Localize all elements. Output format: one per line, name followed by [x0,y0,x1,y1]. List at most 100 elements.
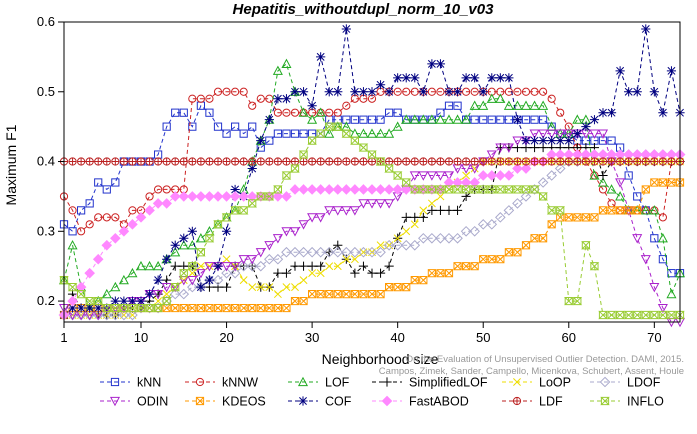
point-inflo-18 [204,234,215,243]
point-kdeos-23 [248,303,257,313]
point-fastabod-32 [323,184,335,195]
point-lof-37 [366,128,378,138]
point-inflo-53 [504,185,514,194]
point-odin-59 [555,129,566,139]
point-lof-47 [452,114,463,124]
point-inflo-31 [315,129,326,138]
point-cof-2 [67,303,78,313]
point-fastabod-46 [443,177,455,188]
point-fastabod-55 [520,163,532,174]
point-inflo-30 [307,136,317,145]
point-kdeos-25 [265,303,274,313]
point-loop-22 [239,276,248,285]
point-inflo-22 [238,206,249,215]
point-ldf-18 [205,157,214,166]
point-knn-22 [239,129,248,138]
point-ldf-16 [188,157,197,166]
point-knn-39 [385,108,394,117]
point-knn-47 [453,101,462,110]
point-cof-23 [247,163,257,174]
point-ldof-41 [400,239,412,251]
point-kdeos-45 [436,269,445,278]
point-fastabod-47 [452,177,463,188]
point-fastabod-6 [101,239,113,251]
point-knnw-6 [102,213,111,222]
point-simplifiedlof-26 [273,268,283,278]
point-ldf-27 [282,157,291,166]
point-simplifiedlof-20 [221,282,232,292]
point-cof-25 [264,115,274,125]
point-knnw-27 [282,108,291,117]
point-inflo-3 [76,289,86,299]
point-knn-25 [265,136,274,145]
point-lof-11 [144,260,155,271]
point-odin-29 [298,220,309,230]
point-inflo-70 [649,310,660,320]
point-inflo-73 [675,310,685,320]
point-kdeos-49 [470,262,479,271]
point-ldof-27 [281,246,292,258]
point-ldof-25 [264,253,275,265]
point-knn-35 [350,115,359,124]
point-inflo-48 [461,185,471,194]
point-kdeos-70 [650,178,659,187]
point-cof-66 [615,66,625,76]
point-kdeos-46 [444,269,454,278]
legend-marker-knnw [195,377,205,387]
point-lof-2 [67,240,78,250]
point-ldof-7 [110,309,121,321]
point-lof-8 [118,274,129,285]
point-odin-28 [289,227,301,237]
point-inflo-60 [563,296,574,306]
y-tick-label: 0.5 [37,84,55,99]
point-kdeos-43 [419,276,428,285]
point-lof-29 [298,107,309,117]
point-inflo-55 [521,185,531,194]
point-inflo-11 [144,303,155,313]
series-cof [59,24,685,320]
point-simplifiedlof-14 [170,261,180,271]
point-simplifiedlof-19 [213,282,223,292]
point-knn-29 [299,129,308,138]
point-ldf-36 [359,157,368,166]
point-knnw-71 [658,213,667,222]
point-kdeos-61 [573,213,582,222]
point-inflo-38 [375,157,386,166]
point-fastabod-28 [289,184,301,195]
point-cof-47 [452,87,463,97]
plot-frame [63,21,681,323]
point-odin-34 [341,206,352,216]
point-knnw-56 [530,87,539,96]
point-odin-31 [315,213,326,223]
point-inflo-16 [187,262,198,271]
legend-marker-fastabod [381,395,393,407]
series-inflo [59,122,685,320]
point-cof-62 [581,122,591,132]
point-knn-20 [222,129,231,138]
point-fastabod-7 [110,232,121,244]
point-odin-30 [307,213,318,223]
point-lof-40 [392,121,403,131]
point-lof-15 [178,240,189,250]
point-kdeos-37 [367,289,377,299]
legend-label-cof: COF [325,395,352,409]
point-inflo-25 [264,192,275,201]
point-odin-43 [418,171,429,181]
point-cof-37 [367,87,377,97]
point-knn-70 [650,234,659,243]
point-odin-32 [324,206,335,216]
point-knn-6 [102,185,111,194]
point-ldf-30 [308,157,317,166]
point-knn-2 [68,227,77,236]
point-lof-49 [469,100,480,110]
point-inflo-54 [512,185,523,194]
point-knnw-3 [77,227,86,236]
y-axis: 0.2 0.3 0.4 0.5 0.6 [37,14,64,308]
point-kdeos-22 [239,303,248,313]
point-cof-40 [393,73,403,83]
point-kdeos-35 [350,289,359,299]
point-simplifiedlof-28 [290,261,300,271]
point-cof-11 [144,289,155,299]
point-knnw-53 [504,87,513,96]
